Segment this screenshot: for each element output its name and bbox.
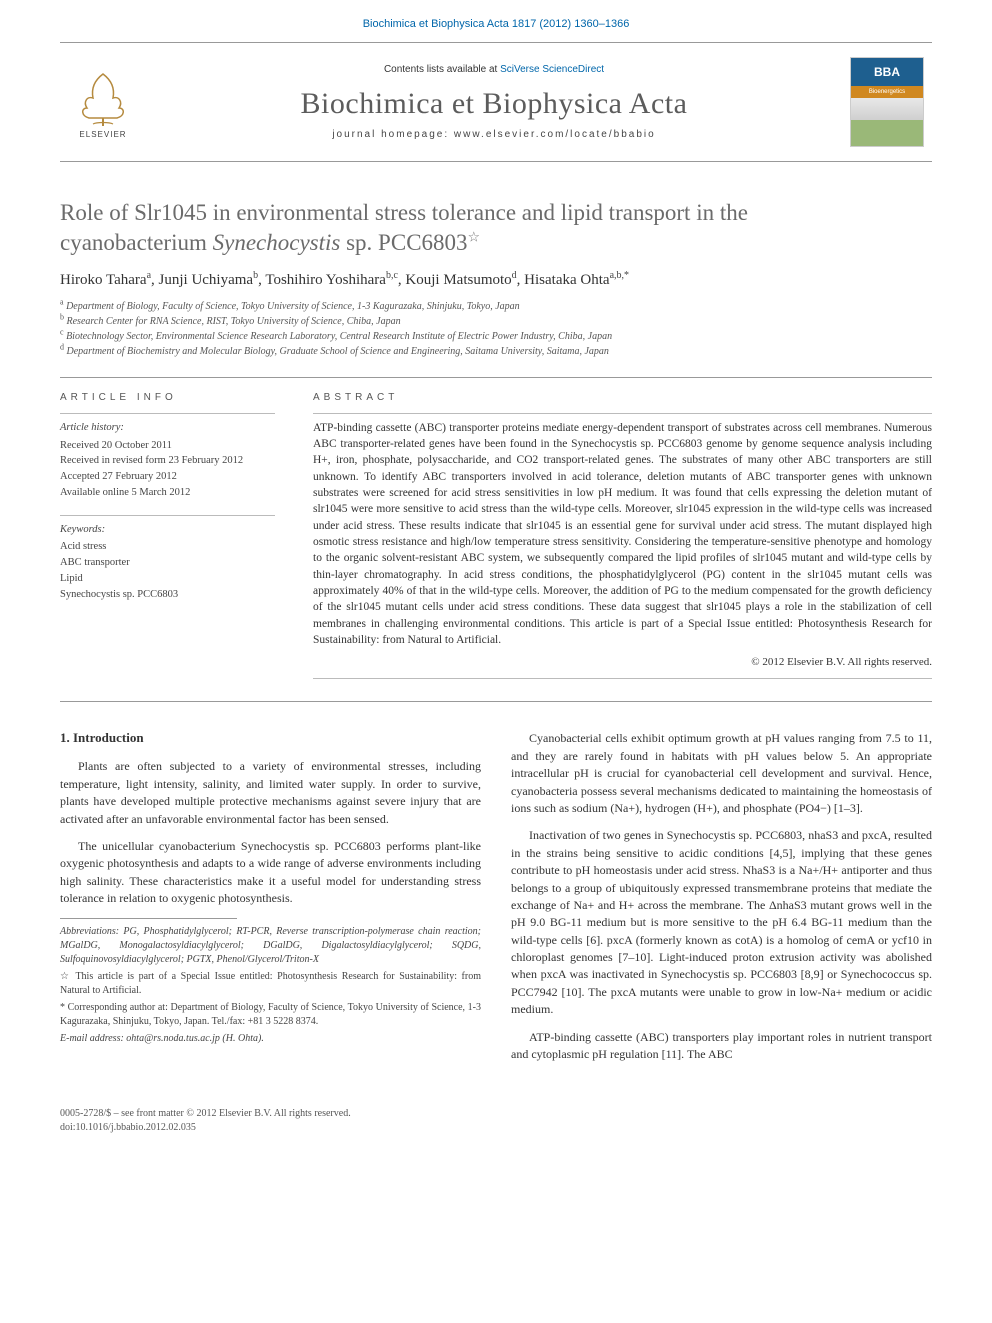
- article-title: Role of Slr1045 in environmental stress …: [60, 198, 932, 258]
- section-divider: [60, 377, 932, 378]
- author-2[interactable]: Junji Uchiyamab: [159, 272, 259, 288]
- bba-abbr: BBA: [851, 58, 923, 86]
- affiliation-d: d Department of Biochemistry and Molecul…: [60, 344, 932, 359]
- affiliation-a: a Department of Biology, Faculty of Scie…: [60, 299, 932, 314]
- info-abstract-row: ARTICLE INFO Article history: Received 2…: [60, 392, 932, 686]
- footer-issn: 0005-2728/$ – see front matter © 2012 El…: [60, 1107, 932, 1121]
- authors: Hiroko Taharaa, Junji Uchiyamab, Toshihi…: [60, 272, 932, 289]
- title-line2-pre: cyanobacterium: [60, 230, 213, 255]
- sciencedirect-link[interactable]: SciVerse ScienceDirect: [500, 64, 604, 75]
- citation-text[interactable]: Biochimica et Biophysica Acta 1817 (2012…: [363, 18, 630, 30]
- header-center: Contents lists available at SciVerse Sci…: [138, 64, 850, 140]
- main-columns: 1. Introduction Plants are often subject…: [60, 730, 932, 1073]
- history-received: Received 20 October 2011: [60, 440, 172, 451]
- history-label: Article history:: [60, 420, 275, 436]
- bba-subtitle: Bioenergetics: [851, 86, 923, 98]
- footnote-star: ☆ This article is part of a Special Issu…: [60, 970, 481, 998]
- author-5[interactable]: Hisataka Ohtaa,b,*: [524, 272, 629, 288]
- left-column: 1. Introduction Plants are often subject…: [60, 730, 481, 1073]
- abstract-copyright: © 2012 Elsevier B.V. All rights reserved…: [313, 656, 932, 668]
- intro-para-2: The unicellular cyanobacterium Synechocy…: [60, 838, 481, 908]
- author-3[interactable]: Toshihiro Yoshiharab,c: [265, 272, 398, 288]
- title-line2-post: sp. PCC6803: [340, 230, 467, 255]
- keyword-2: ABC transporter: [60, 557, 130, 568]
- col2-para-1: Cyanobacterial cells exhibit optimum gro…: [511, 730, 932, 817]
- keywords-block: Keywords: Acid stress ABC transporter Li…: [60, 522, 275, 603]
- abstract-text: ATP-binding cassette (ABC) transporter p…: [313, 420, 932, 649]
- abstract-column: ABSTRACT ATP-binding cassette (ABC) tran…: [313, 392, 932, 686]
- title-line1: Role of Slr1045 in environmental stress …: [60, 200, 748, 225]
- elsevier-text: ELSEVIER: [79, 130, 126, 139]
- footnotes-divider: [60, 918, 237, 919]
- affiliations: a Department of Biology, Faculty of Scie…: [60, 299, 932, 359]
- footer-meta: 0005-2728/$ – see front matter © 2012 El…: [0, 1093, 992, 1155]
- bba-cover-logo[interactable]: BBA Bioenergetics: [850, 57, 924, 147]
- journal-header: ELSEVIER Contents lists available at Sci…: [60, 42, 932, 162]
- article-info-heading: ARTICLE INFO: [60, 392, 275, 403]
- homepage-line[interactable]: journal homepage: www.elsevier.com/locat…: [158, 129, 830, 140]
- col2-para-2: Inactivation of two genes in Synechocyst…: [511, 827, 932, 1018]
- history-revised: Received in revised form 23 February 201…: [60, 455, 243, 466]
- article-info-column: ARTICLE INFO Article history: Received 2…: [60, 392, 275, 617]
- intro-para-1: Plants are often subjected to a variety …: [60, 758, 481, 828]
- author-1[interactable]: Hiroko Taharaa: [60, 272, 151, 288]
- footnote-email: E-mail address: ohta@rs.noda.tus.ac.jp (…: [60, 1032, 481, 1046]
- intro-heading: 1. Introduction: [60, 730, 481, 746]
- footnote-corr: * Corresponding author at: Department of…: [60, 1001, 481, 1029]
- contents-prefix: Contents lists available at: [384, 64, 500, 75]
- col2-para-3: ATP-binding cassette (ABC) transporters …: [511, 1029, 932, 1064]
- top-citation: Biochimica et Biophysica Acta 1817 (2012…: [0, 0, 992, 42]
- elsevier-logo[interactable]: ELSEVIER: [68, 57, 138, 147]
- title-line2-italic: Synechocystis: [213, 230, 341, 255]
- keywords-label: Keywords:: [60, 522, 275, 538]
- section-divider-2: [60, 701, 932, 702]
- affiliation-b: b Research Center for RNA Science, RIST,…: [60, 314, 932, 329]
- journal-name: Biochimica et Biophysica Acta: [158, 87, 830, 121]
- footer-doi[interactable]: doi:10.1016/j.bbabio.2012.02.035: [60, 1121, 932, 1135]
- footnote-abbrev: Abbreviations: PG, Phosphatidylglycerol;…: [60, 925, 481, 967]
- article-history: Article history: Received 20 October 201…: [60, 420, 275, 501]
- affiliation-c: c Biotechnology Sector, Environmental Sc…: [60, 329, 932, 344]
- contents-line: Contents lists available at SciVerse Sci…: [158, 64, 830, 75]
- keyword-3: Lipid: [60, 573, 83, 584]
- elsevier-tree-icon: [75, 66, 131, 128]
- abstract-heading: ABSTRACT: [313, 392, 932, 403]
- keyword-1: Acid stress: [60, 541, 106, 552]
- author-4[interactable]: Kouji Matsumotod: [405, 272, 516, 288]
- bba-cover-image: [851, 98, 923, 146]
- article-body: Role of Slr1045 in environmental stress …: [0, 162, 992, 1093]
- keyword-4: Synechocystis sp. PCC6803: [60, 589, 178, 600]
- title-star: ☆: [468, 230, 481, 245]
- right-column: Cyanobacterial cells exhibit optimum gro…: [511, 730, 932, 1073]
- history-online: Available online 5 March 2012: [60, 487, 190, 498]
- history-accepted: Accepted 27 February 2012: [60, 471, 177, 482]
